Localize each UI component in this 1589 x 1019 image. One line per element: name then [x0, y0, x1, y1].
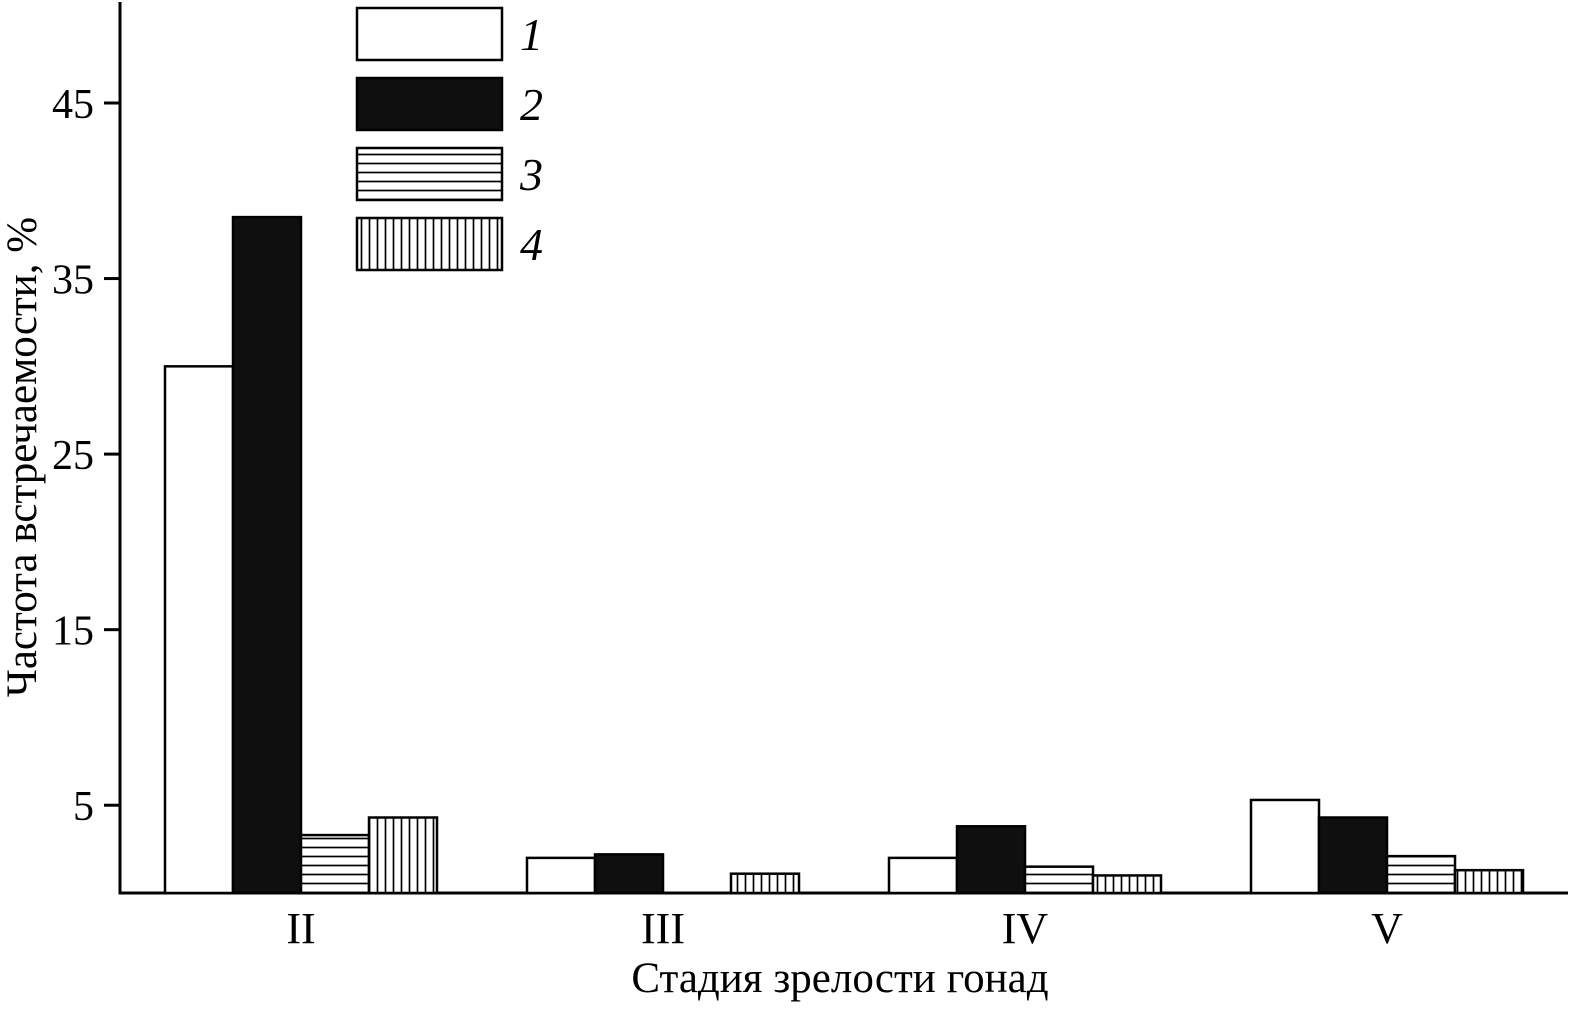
category-label-IV: IV	[1002, 904, 1049, 953]
y-tick-label-25: 25	[52, 433, 94, 479]
bar-series1-V	[1249, 798, 1321, 895]
bar-series4-III	[729, 872, 801, 895]
bar-series1-IV	[887, 856, 959, 895]
bar-series1-II	[163, 365, 235, 895]
y-tick-label-5: 5	[73, 784, 94, 830]
bar-series4-II	[367, 816, 439, 895]
category-label-II: II	[286, 904, 315, 953]
legend-swatch-1	[355, 6, 504, 62]
bar-series3-V	[1385, 854, 1457, 895]
y-tick-label-35: 35	[52, 258, 94, 304]
y-axis-title: Частота встречаемости, %	[0, 217, 46, 697]
bar-series2-III	[593, 853, 665, 895]
legend-swatch-3	[355, 146, 504, 202]
bar-series2-IV	[955, 825, 1027, 895]
bar-series1-III	[525, 856, 597, 895]
legend-label-3: 3	[519, 149, 543, 200]
legend-swatch-4	[355, 216, 504, 272]
bar-series2-II	[231, 215, 303, 895]
bar-series4-V	[1453, 868, 1525, 895]
x-axis-title: Стадия зрелости гонад	[631, 955, 1048, 1002]
y-tick-label-45: 45	[52, 82, 94, 128]
bar-series3-II	[299, 833, 371, 895]
bar-series3-IV	[1023, 865, 1095, 895]
bar-series4-IV	[1091, 874, 1163, 895]
legend-label-4: 4	[520, 219, 543, 270]
legend-swatch-2	[355, 76, 504, 132]
category-label-V: V	[1371, 904, 1403, 953]
category-label-III: III	[641, 904, 685, 953]
bar-series2-V	[1317, 816, 1389, 895]
legend-label-1: 1	[520, 9, 543, 60]
legend-label-2: 2	[520, 79, 543, 130]
y-tick-label-15: 15	[52, 609, 94, 655]
